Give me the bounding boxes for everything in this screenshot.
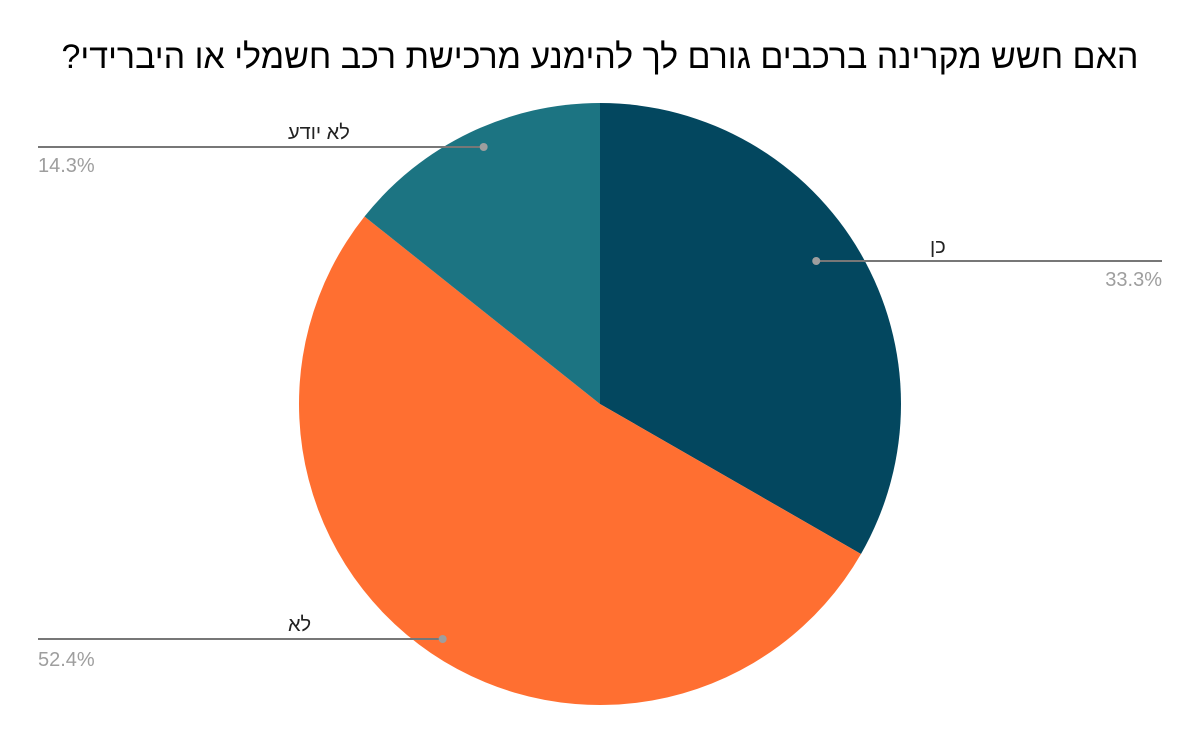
callout-dot-3 (479, 143, 488, 151)
slice-label-3: לא יודע (288, 122, 350, 144)
callout-dot-1 (812, 257, 821, 265)
pie-slice-1 (600, 103, 901, 554)
pie-slices (299, 102, 901, 706)
slice-percent-1: 33.3% (1105, 269, 1162, 291)
callout-dot-2 (438, 635, 447, 643)
chart-title: האם חשש מקרינה ברכבים גורם לך להימנע מרכ… (61, 38, 1139, 76)
slice-percent-3: 14.3% (38, 155, 95, 177)
slice-percent-2: 52.4% (38, 649, 95, 671)
slice-label-1: כן (930, 236, 946, 258)
pie-callouts: כן 33.3% לא 52.4% לא יודע 14.3% (38, 122, 1162, 671)
pie-slice-3 (364, 102, 600, 404)
slice-label-2: לא (288, 614, 311, 636)
pie-slice-2 (299, 216, 861, 706)
